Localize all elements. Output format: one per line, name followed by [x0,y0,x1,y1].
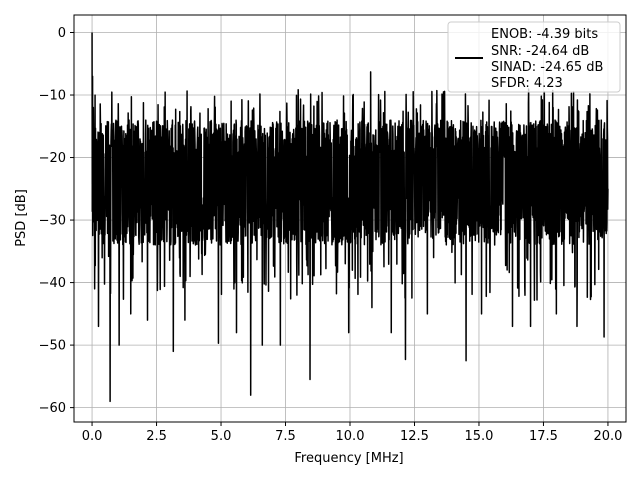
x-tick-label: 10.0 [336,429,365,444]
y-axis-label: PSD [dB] [14,189,29,247]
x-tick-label: 20.0 [593,429,622,444]
legend: ENOB: -4.39 bits SNR: -24.64 dB SINAD: -… [447,21,621,93]
x-tick-label: 2.5 [146,429,167,444]
legend-box [447,21,621,93]
psd-series-line [91,32,609,403]
x-tick-label: 7.5 [275,429,296,444]
legend-sfdr: SFDR: 4.23 [491,76,563,91]
series-layer [91,32,609,403]
x-tick-label: 0.0 [82,429,103,444]
legend-enob: ENOB: -4.39 bits [491,27,598,42]
y-axis-ticks: 0 −10 −20 −30 −40 −50 −60 [39,26,74,416]
x-tick-label: 15.0 [464,429,493,444]
y-tick-label: −50 [39,339,66,354]
x-axis-ticks: 0.0 2.5 5.0 7.5 10.0 12.5 15.0 17.5 20.0 [82,422,622,444]
x-tick-label: 5.0 [211,429,232,444]
y-tick-label: −60 [39,401,66,416]
y-tick-label: 0 [58,26,66,41]
x-tick-label: 12.5 [400,429,429,444]
y-tick-label: −10 [39,89,66,104]
y-tick-label: −30 [39,214,66,229]
legend-snr: SNR: -24.64 dB [491,44,589,59]
y-tick-label: −20 [39,151,66,166]
legend-sinad: SINAD: -24.65 dB [491,60,603,75]
x-tick-label: 17.5 [529,429,558,444]
plot-area [91,32,609,403]
y-tick-label: −40 [39,276,66,291]
x-axis-label: Frequency [MHz] [294,451,403,466]
